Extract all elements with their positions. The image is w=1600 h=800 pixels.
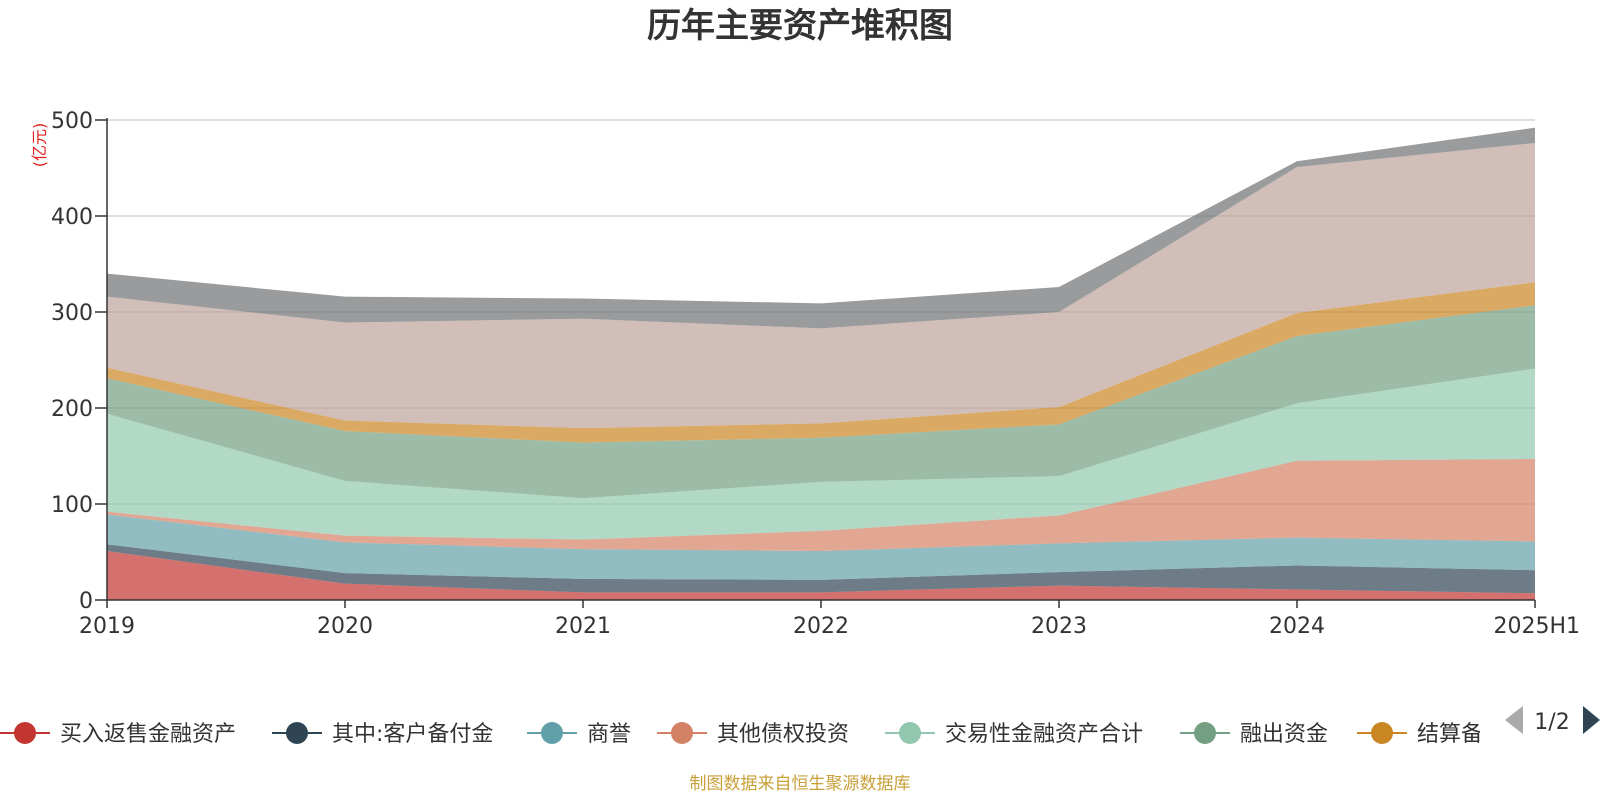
legend-item[interactable]: 其中:客户备付金 (272, 722, 493, 747)
x-tick-label: 2025H1 (1493, 614, 1580, 639)
legend-label: 其中:客户备付金 (332, 722, 493, 747)
legend-prev-icon[interactable] (1505, 706, 1523, 734)
legend-next-icon[interactable] (1583, 706, 1600, 734)
legend-label: 交易性金融资产合计 (945, 722, 1143, 747)
x-tick-label: 2023 (1031, 614, 1087, 639)
area-series-交易性金融资产合计 (107, 368, 1535, 540)
area-series-其中:客户备付金 (107, 544, 1535, 594)
legend-label: 商誉 (587, 722, 631, 747)
legend-label: 结算备 (1417, 722, 1483, 747)
legend-page-indicator: 1/2 (1534, 710, 1569, 735)
x-tick-labels: 2019 2020 2021 2022 2023 2024 2025H1 (79, 600, 1580, 639)
y-tick-label: 0 (79, 589, 93, 614)
legend: 买入返售金融资产 其中:客户备付金 商誉 其他债权投资 交易性金融资产合计 融出资金 结算备 (0, 722, 1483, 747)
legend-label: 融出资金 (1240, 722, 1328, 747)
chart-title: 历年主要资产堆积图 (647, 6, 953, 46)
legend-marker (541, 722, 563, 744)
area-series-融出资金 (107, 305, 1535, 499)
y-tick-label: 200 (51, 397, 93, 422)
legend-item[interactable]: 结算备 (1357, 722, 1483, 747)
y-tick-label: 400 (51, 205, 93, 230)
stacked-areas (107, 127, 1535, 600)
area-series-债权投资 (107, 143, 1535, 429)
x-tick-label: 2020 (317, 614, 373, 639)
legend-marker (899, 722, 921, 744)
legend-item[interactable]: 买入返售金融资产 (0, 722, 236, 747)
legend-item[interactable]: 其他债权投资 (657, 722, 849, 747)
x-tick-label: 2021 (555, 614, 611, 639)
legend-pager: 1/2 (1505, 706, 1600, 735)
legend-marker (1194, 722, 1216, 744)
x-tick-label: 2019 (79, 614, 135, 639)
legend-marker (1371, 722, 1393, 744)
area-series-其他资产 (107, 127, 1535, 329)
legend-item[interactable]: 交易性金融资产合计 (885, 722, 1143, 747)
legend-item[interactable]: 融出资金 (1180, 722, 1328, 747)
y-tick-label: 100 (51, 493, 93, 518)
legend-marker (14, 722, 36, 744)
legend-marker (671, 722, 693, 744)
y-tick-label: 300 (51, 301, 93, 326)
legend-label: 其他债权投资 (717, 722, 849, 747)
legend-marker (286, 722, 308, 744)
x-tick-label: 2024 (1269, 614, 1325, 639)
area-series-其他债权投资 (107, 458, 1535, 552)
legend-label: 买入返售金融资产 (60, 722, 236, 747)
area-series-商誉 (107, 514, 1535, 580)
y-axis-unit-label: (亿元) (30, 123, 49, 168)
area-series-买入返售金融资产 (107, 551, 1535, 600)
x-tick-label: 2022 (793, 614, 849, 639)
y-tick-labels: 0 100 200 300 400 500 (51, 109, 107, 614)
legend-item[interactable]: 商誉 (527, 722, 631, 747)
y-tick-label: 500 (51, 109, 93, 134)
data-source-note: 制图数据来自恒生聚源数据库 (690, 774, 911, 794)
